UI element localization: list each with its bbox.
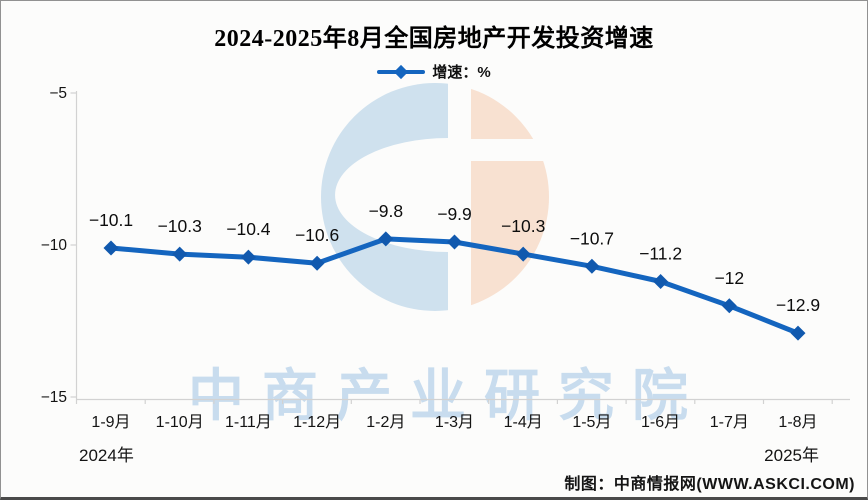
data-point-marker — [172, 246, 188, 262]
x-category-label: 1-11月 — [225, 414, 272, 431]
data-point-marker — [309, 255, 325, 271]
legend: 增速：% — [1, 61, 867, 82]
legend-line-diamond-icon — [377, 64, 426, 79]
data-point-label: −10.6 — [295, 225, 339, 245]
source-credit: 制图：中商情报网(WWW.ASKCI.COM) — [564, 476, 855, 493]
y-tick-label: −5 — [49, 85, 67, 102]
data-point-label: −10.1 — [89, 210, 133, 230]
data-point-label: −12 — [714, 268, 744, 288]
legend-label: 增速：% — [432, 64, 491, 81]
data-point-marker — [515, 246, 531, 262]
data-point-label: −12.9 — [776, 295, 820, 315]
chart-title: 2024-2025年8月全国房地产开发投资增速 — [214, 26, 654, 52]
data-point-marker — [447, 234, 462, 250]
x-category-label: 1-3月 — [435, 414, 474, 431]
data-point-marker — [721, 298, 737, 314]
y-tick-label: −10 — [41, 237, 68, 254]
year-label-2024: 2024年 — [79, 446, 134, 465]
growth-rate-line — [108, 236, 801, 336]
y-tick-label: −15 — [41, 389, 67, 406]
x-category-label: 1-7月 — [710, 414, 749, 431]
data-point-label: −9.9 — [437, 204, 472, 224]
data-point-marker — [653, 273, 669, 289]
year-label-2025: 2025年 — [764, 446, 819, 465]
data-point-marker — [240, 249, 256, 265]
data-point-label: −9.8 — [369, 201, 404, 221]
watermark-text: 中商产业研究院 — [188, 364, 706, 427]
data-point-marker — [103, 240, 119, 256]
x-category-label: 1-10月 — [156, 414, 204, 431]
x-category-label: 1-12月 — [293, 414, 341, 431]
legend-diamond-icon — [394, 64, 409, 79]
data-point-label: −10.3 — [158, 216, 202, 236]
data-point-label: −10.4 — [226, 219, 271, 239]
logo-white-notch — [335, 138, 448, 252]
data-point-label: −11.2 — [639, 243, 682, 263]
data-point-marker — [584, 258, 600, 274]
data-point-label: −10.3 — [501, 216, 545, 236]
x-category-label: 1-6月 — [641, 414, 680, 431]
data-point-marker — [378, 231, 394, 247]
x-category-label: 1-2月 — [366, 414, 405, 431]
x-category-label: 1-9月 — [91, 414, 130, 431]
x-category-label: 1-5月 — [572, 414, 611, 431]
x-category-label: 1-4月 — [504, 414, 543, 431]
x-category-label: 1-8月 — [778, 414, 817, 431]
data-point-label: −10.7 — [570, 228, 614, 248]
data-point-marker — [790, 325, 806, 341]
